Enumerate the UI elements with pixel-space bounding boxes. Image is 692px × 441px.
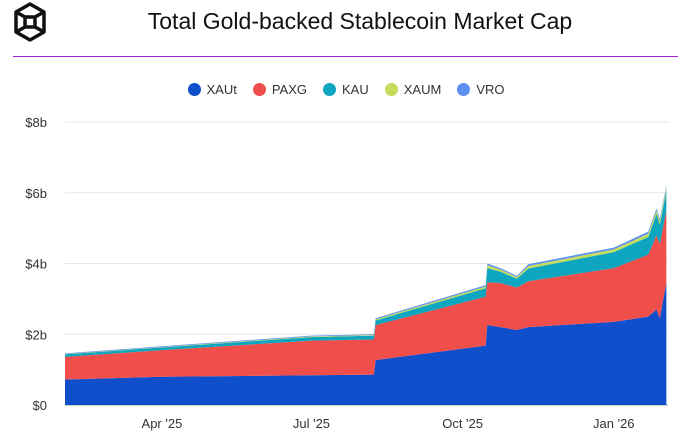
legend-dot-icon [252, 83, 266, 96]
area-kau [65, 190, 667, 357]
y-tick-label: $4b [25, 257, 47, 272]
legend-dot-icon [323, 83, 337, 96]
legend-dot-icon [187, 83, 201, 96]
x-tick-label: Jan '26 [593, 416, 635, 431]
legend-label: XAUt [206, 82, 237, 97]
legend-label: VRO [476, 82, 505, 97]
legend-label: XAUM [403, 82, 442, 97]
logo-cube-icon [14, 2, 46, 42]
y-tick-label: $2b [25, 327, 47, 342]
x-tick-label: Oct '25 [442, 416, 483, 431]
y-tick-label: $8b [25, 115, 47, 130]
y-tick-label: $6b [25, 186, 47, 201]
legend-dot-icon [384, 83, 398, 96]
legend-label: KAU [342, 82, 369, 97]
legend-dot-icon [457, 83, 471, 96]
legend-item-paxg[interactable]: PAXG [252, 82, 308, 97]
x-tick-label: Apr '25 [142, 416, 183, 431]
area-xaut [65, 282, 667, 405]
legend-item-xaut[interactable]: XAUt [187, 82, 237, 97]
legend-item-xaum[interactable]: XAUM [384, 82, 442, 97]
area-paxg [65, 210, 667, 380]
x-tick-label: Jul '25 [293, 416, 330, 431]
y-tick-label: $0 [33, 398, 47, 413]
legend-item-kau[interactable]: KAU [323, 82, 369, 97]
legend-item-vro[interactable]: VRO [457, 82, 504, 97]
legend-label: PAXG [271, 82, 308, 97]
chart-title: Total Gold-backed Stablecoin Market Cap [147, 8, 573, 34]
title-divider [13, 56, 678, 57]
legend: XAUt PAXG KAU XAUM VRO [0, 82, 692, 97]
